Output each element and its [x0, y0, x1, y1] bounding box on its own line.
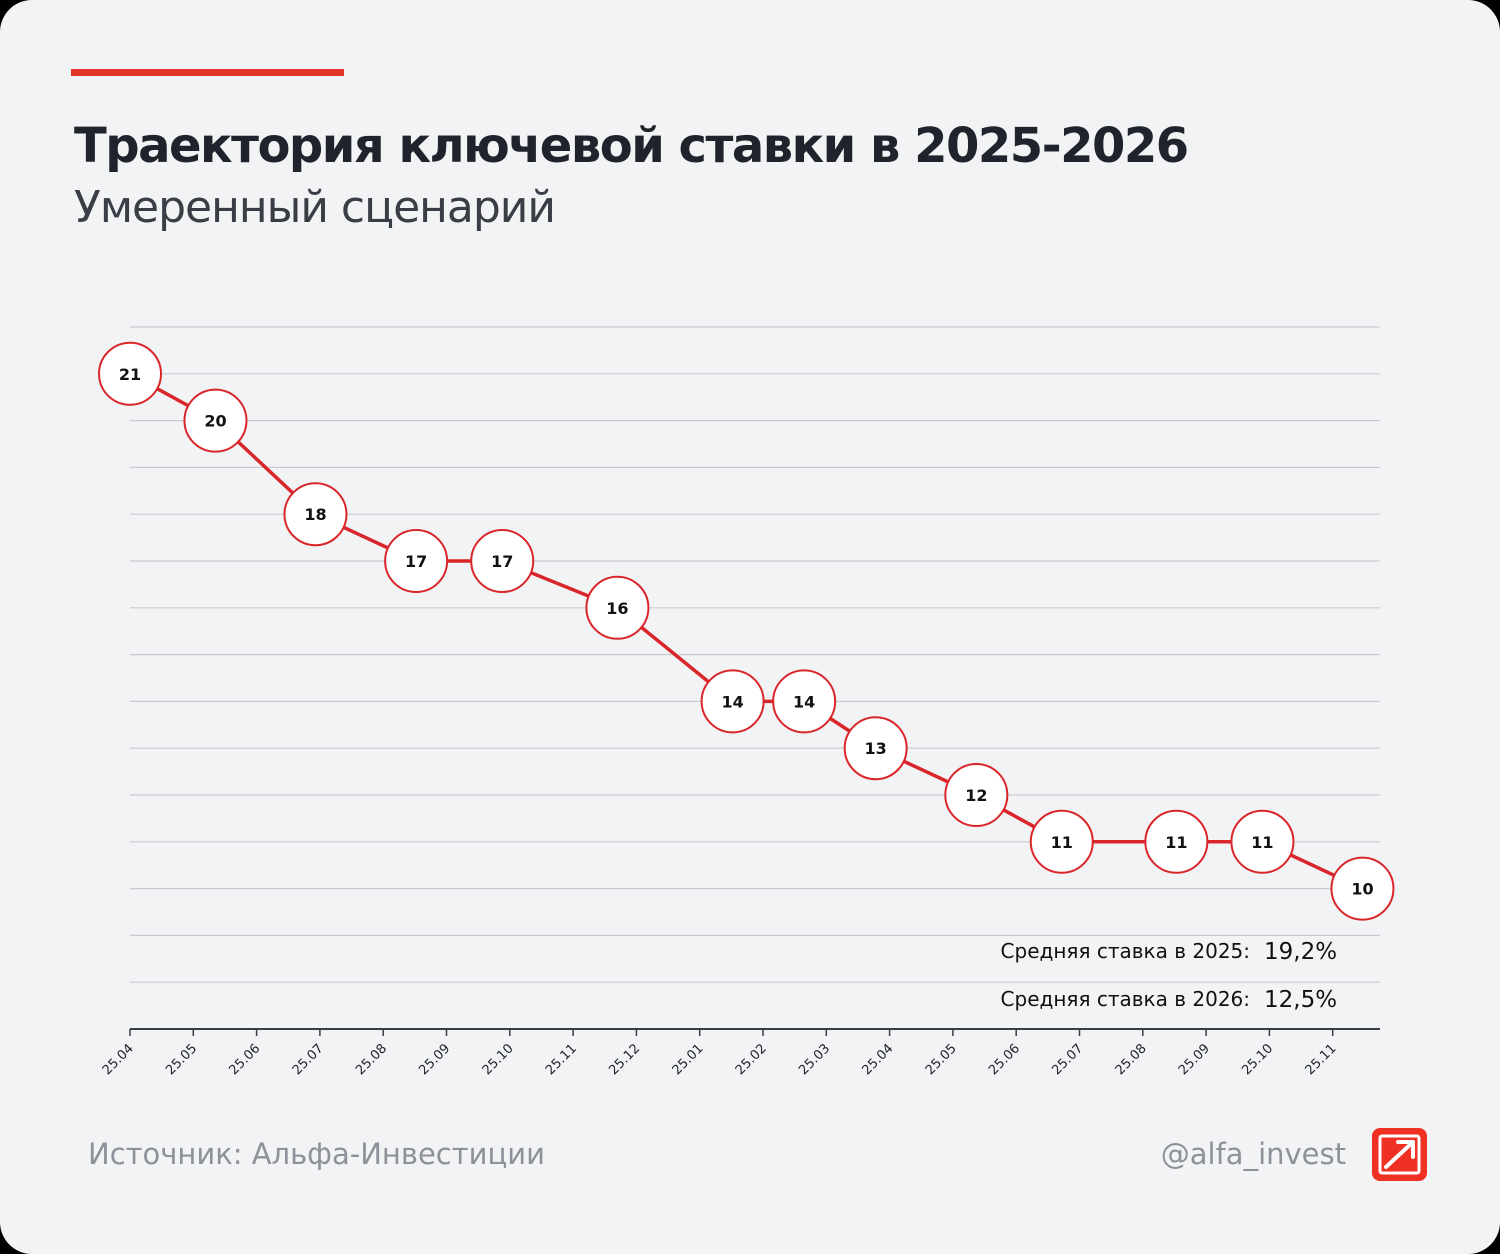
- accent-bar: [71, 69, 344, 76]
- data-label: 17: [405, 552, 427, 571]
- data-label: 17: [491, 552, 513, 571]
- data-label: 14: [793, 692, 815, 711]
- x-tick-label: 25.04: [860, 1041, 897, 1078]
- average-rate-label: Средняя ставка в 2026:: [1001, 987, 1250, 1011]
- x-tick-label: 25.06: [227, 1041, 264, 1078]
- data-point: [1144, 809, 1209, 874]
- average-rate-value: 19,2%: [1264, 939, 1337, 965]
- x-tick-label: 25.08: [353, 1041, 390, 1078]
- chart-title: Траектория ключевой ставки в 2025-2026: [74, 118, 1189, 174]
- data-point: [585, 575, 650, 640]
- data-label: 10: [1351, 880, 1373, 899]
- data-point: [1230, 809, 1295, 874]
- x-tick-label: 25.08: [1113, 1041, 1150, 1078]
- average-rate-value: 12,5%: [1264, 987, 1337, 1013]
- data-label: 11: [1165, 833, 1187, 852]
- data-label: 21: [119, 365, 141, 384]
- data-point: [1029, 809, 1094, 874]
- data-point: [843, 716, 908, 781]
- x-tick-label: 25.03: [796, 1041, 833, 1078]
- x-tick-label: 25.02: [733, 1041, 770, 1078]
- x-tick-label: 25.10: [480, 1041, 517, 1078]
- data-point: [470, 529, 535, 593]
- alfa-logo-icon: [1372, 1128, 1427, 1181]
- source-note: Источник: Альфа-Инвестиции: [88, 1137, 545, 1171]
- data-point: [384, 529, 449, 593]
- chart-subtitle: Умеренный сценарий: [74, 182, 556, 233]
- average-rate-label: Средняя ставка в 2025:: [1001, 939, 1250, 963]
- x-tick-label: 25.05: [923, 1041, 960, 1078]
- data-label: 11: [1251, 833, 1273, 852]
- x-tick-label: 25.09: [1176, 1041, 1213, 1078]
- data-label: 16: [606, 599, 628, 618]
- data-label: 20: [204, 412, 226, 431]
- x-tick-label: 25.05: [163, 1041, 200, 1078]
- data-point: [98, 341, 162, 406]
- data-label: 12: [965, 786, 987, 805]
- data-point: [772, 669, 837, 734]
- data-point: [283, 482, 348, 547]
- x-tick-label: 25.07: [290, 1041, 327, 1078]
- x-tick-label: 25.12: [606, 1041, 643, 1078]
- data-label: 13: [865, 739, 887, 758]
- social-handle: @alfa_invest: [1160, 1137, 1346, 1171]
- x-tick-label: 25.01: [670, 1041, 707, 1078]
- data-point: [700, 669, 765, 734]
- x-tick-label: 25.06: [986, 1041, 1023, 1078]
- data-label: 18: [304, 505, 326, 524]
- data-label: 14: [721, 692, 743, 711]
- data-point: [1330, 856, 1395, 921]
- data-point: [944, 763, 1009, 827]
- x-tick-label: 25.04: [100, 1041, 137, 1078]
- data-label: 11: [1051, 833, 1073, 852]
- x-tick-label: 25.10: [1239, 1041, 1276, 1078]
- x-tick-label: 25.11: [1303, 1041, 1340, 1078]
- x-tick-label: 25.07: [1049, 1041, 1086, 1078]
- data-point: [183, 388, 248, 453]
- x-tick-label: 25.11: [543, 1041, 580, 1078]
- x-tick-label: 25.09: [416, 1041, 453, 1078]
